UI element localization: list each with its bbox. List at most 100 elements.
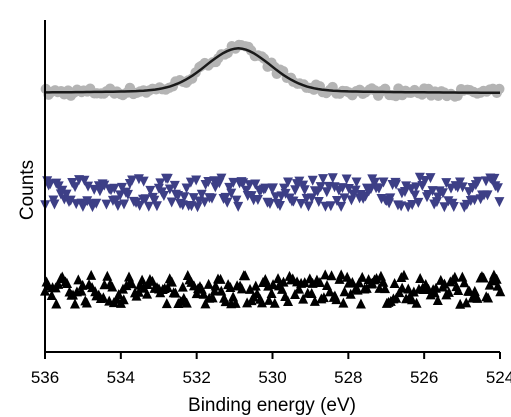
x-tick-label: 534	[107, 368, 135, 387]
data-point	[299, 277, 310, 288]
data-point	[411, 182, 422, 193]
data-point	[469, 195, 480, 206]
data-point	[209, 285, 220, 296]
data-point	[216, 173, 227, 184]
data-point	[329, 182, 340, 193]
data-point	[351, 177, 362, 188]
data-point	[397, 282, 408, 293]
data-point	[91, 198, 102, 209]
data-point	[399, 186, 410, 197]
data-point	[149, 195, 160, 206]
data-point	[112, 201, 123, 212]
data-point	[423, 189, 434, 200]
data-point	[207, 292, 218, 303]
data-point	[306, 288, 317, 299]
data-point	[82, 196, 93, 207]
data-point	[215, 273, 226, 284]
data-point	[162, 173, 173, 184]
data-point	[210, 280, 221, 291]
data-point	[489, 173, 500, 184]
data-point	[81, 297, 92, 308]
data-point	[200, 298, 211, 309]
data-point	[431, 197, 442, 208]
data-point	[269, 297, 280, 308]
data-point	[260, 183, 271, 194]
data-point	[169, 180, 180, 191]
data-point	[369, 177, 380, 188]
data-point	[231, 195, 242, 206]
data-point	[342, 271, 353, 282]
data-point	[307, 277, 318, 288]
data-point	[459, 277, 470, 288]
data-point	[303, 201, 314, 212]
data-point	[336, 201, 347, 212]
data-point	[326, 270, 337, 281]
data-point	[320, 269, 331, 280]
data-point	[151, 201, 162, 212]
data-point	[101, 199, 112, 210]
data-point	[177, 281, 188, 292]
data-point	[126, 278, 137, 289]
x-axis-label: Binding energy (eV)	[188, 395, 356, 416]
data-point	[127, 175, 138, 186]
data-point	[325, 201, 336, 212]
data-point	[491, 273, 502, 284]
data-point	[230, 297, 241, 308]
data-point	[449, 271, 460, 282]
data-point	[113, 289, 124, 300]
data-point	[220, 296, 231, 307]
series-triangle-up	[40, 269, 506, 309]
data-point	[241, 185, 252, 196]
data-point	[199, 197, 210, 208]
data-point	[99, 180, 110, 191]
data-point	[179, 192, 190, 203]
data-point	[185, 177, 196, 188]
data-point	[407, 199, 418, 210]
data-point	[403, 283, 414, 294]
data-point	[119, 199, 130, 210]
data-point	[354, 277, 365, 288]
data-point	[380, 283, 391, 294]
data-point	[158, 190, 169, 201]
data-point	[324, 286, 335, 297]
data-point	[233, 201, 244, 212]
data-point	[274, 200, 285, 211]
data-point	[391, 179, 402, 190]
data-point	[196, 189, 207, 200]
data-point	[355, 298, 366, 309]
data-point	[288, 196, 299, 207]
y-axis-label: Counts	[17, 160, 38, 220]
data-point	[267, 183, 278, 194]
data-point	[352, 284, 363, 295]
data-point	[357, 271, 368, 282]
data-point	[341, 174, 352, 185]
data-point	[263, 294, 274, 305]
data-point	[396, 201, 407, 212]
data-point	[147, 275, 158, 286]
data-point	[495, 286, 506, 297]
data-point	[155, 178, 166, 189]
data-point	[268, 279, 279, 290]
data-point	[206, 193, 217, 204]
data-point	[307, 175, 318, 186]
data-point	[250, 179, 261, 190]
data-point	[345, 288, 356, 299]
data-point	[425, 173, 436, 184]
data-point	[49, 199, 60, 210]
data-point	[142, 288, 153, 299]
data-point	[203, 278, 214, 289]
data-point	[79, 175, 90, 186]
data-point	[181, 183, 192, 194]
data-point	[166, 276, 177, 287]
data-point	[408, 286, 419, 297]
data-point	[111, 195, 122, 206]
data-point	[411, 297, 422, 308]
data-point	[122, 189, 133, 200]
data-point	[346, 195, 357, 206]
fit-curve	[45, 46, 500, 94]
series-circle	[40, 39, 505, 102]
data-point	[432, 192, 443, 203]
data-point	[315, 182, 326, 193]
data-point	[441, 178, 452, 189]
